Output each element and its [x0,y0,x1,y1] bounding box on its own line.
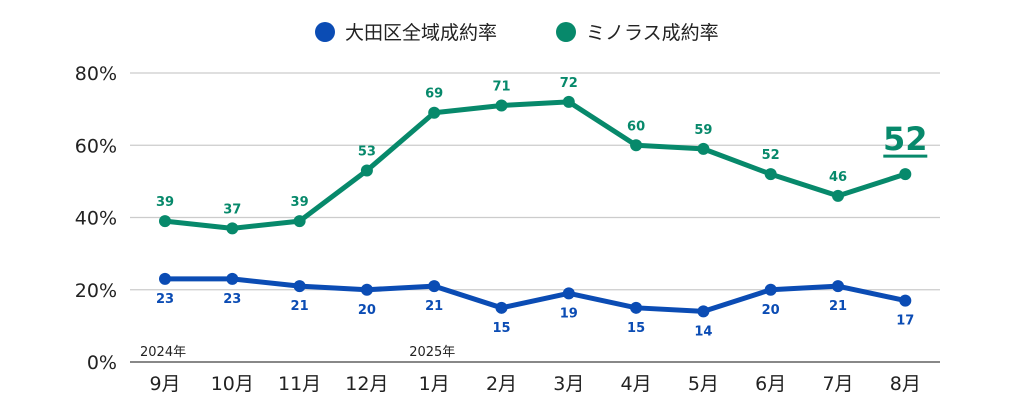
x-tick-label: 6月 [755,373,786,395]
y-tick-label: 60% [75,135,117,157]
legend-marker [315,22,335,42]
data-label: 72 [560,76,578,91]
x-tick-label: 9月 [149,373,180,395]
legend-marker [556,22,576,42]
data-label: 60 [627,119,645,134]
x-tick-label: 11月 [278,373,321,395]
data-label: 23 [156,292,174,307]
x-tick-label: 8月 [890,373,921,395]
y-tick-label: 40% [75,208,117,230]
x-tick-label: 4月 [621,373,652,395]
data-point [360,283,373,296]
data-label: 20 [762,303,780,318]
data-label: 15 [492,321,510,336]
data-point [764,283,777,296]
data-label: 21 [829,299,847,314]
x-tick-label: 2月 [486,373,517,395]
data-label-highlight: 52 [883,120,928,158]
data-label: 46 [829,170,847,185]
data-point [226,222,239,235]
data-point [562,95,575,108]
year-label: 2025年 [409,345,455,360]
series-line [165,276,906,314]
legend-label: ミノラス成約率 [586,22,719,44]
x-tick-label: 3月 [553,373,584,395]
data-label: 52 [762,148,780,163]
data-point [428,106,441,119]
data-point [697,142,710,155]
x-tick-label: 10月 [211,373,254,395]
data-label: 71 [492,80,510,95]
x-tick-label: 1月 [419,373,450,395]
data-point [360,164,373,177]
data-point [899,168,912,181]
year-label: 2024年 [140,345,186,360]
data-label: 19 [560,306,578,321]
data-point [832,189,844,202]
data-label: 69 [425,87,443,102]
y-tick-label: 80% [75,63,117,85]
data-point [764,168,777,181]
data-point [226,272,239,285]
data-point [630,301,643,314]
y-tick-label: 20% [75,280,117,302]
data-label: 37 [223,202,241,217]
x-tick-label: 12月 [345,373,388,395]
data-label: 21 [425,299,443,314]
data-label: 53 [358,145,376,160]
data-point [899,294,912,307]
data-point [495,99,508,112]
x-tick-label: 7月 [822,373,853,395]
data-label: 39 [291,195,309,210]
data-point [159,215,171,228]
data-label: 14 [694,324,712,339]
data-point [562,287,575,300]
data-point [697,305,710,318]
data-label: 23 [223,292,241,307]
data-point [495,301,508,314]
data-point [159,272,171,285]
data-label: 39 [156,195,174,210]
series-line [164,99,907,231]
data-point [832,280,844,293]
data-point [630,139,643,152]
y-tick-label: 0% [87,352,117,374]
x-tick-label: 5月 [688,373,719,395]
data-point [293,280,306,293]
data-point [293,215,306,228]
legend-label: 大田区全域成約率 [345,22,497,44]
data-point [428,280,441,293]
data-label: 21 [291,299,309,314]
data-label: 17 [896,314,914,329]
data-label: 20 [358,303,376,318]
data-label: 59 [694,123,712,138]
data-label: 15 [627,321,645,336]
